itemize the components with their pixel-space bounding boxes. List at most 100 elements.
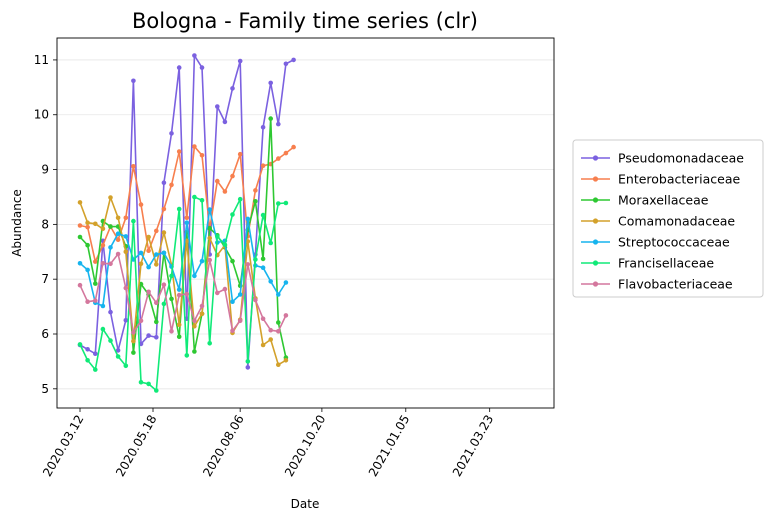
data-point [123, 215, 129, 221]
series-flavobacteriaceae [77, 251, 289, 335]
series-enterobacteriaceae [77, 144, 296, 264]
series-pseudomonadaceae [77, 53, 296, 370]
legend-item: Streptococcaceae [581, 235, 730, 250]
legend-item: Comamonadaceae [581, 214, 735, 229]
series-streptococcaceae [77, 207, 289, 309]
data-point [176, 334, 182, 340]
legend-label: Moraxellaceae [618, 193, 709, 208]
data-point [146, 289, 151, 295]
data-point [108, 195, 113, 200]
data-point [77, 223, 83, 228]
series-francisellaceae [77, 194, 289, 393]
data-point [222, 189, 228, 194]
data-point [222, 119, 228, 125]
data-point [283, 200, 289, 206]
data-point [184, 353, 190, 358]
x-axis-title: Date [291, 497, 320, 511]
data-point [283, 150, 289, 156]
data-point [77, 282, 83, 288]
data-point [146, 381, 151, 387]
data-point [199, 258, 205, 264]
data-point [93, 298, 98, 303]
legend: Pseudomonadaceae Enterobacteriaceae Moraxe… [572, 139, 764, 298]
data-point [77, 261, 83, 266]
data-point [207, 341, 212, 346]
data-point [115, 251, 121, 257]
data-point [192, 273, 197, 279]
legend-item: Pseudomonadaceae [581, 151, 744, 166]
data-point [207, 225, 212, 231]
legend-label: Enterobacteriaceae [618, 172, 740, 187]
x-tick-label: 2020.03.12 [40, 413, 86, 480]
data-point [115, 231, 121, 236]
data-point [123, 249, 129, 255]
data-point [199, 303, 205, 309]
data-point [237, 196, 243, 202]
data-point [199, 311, 205, 317]
data-point [291, 57, 296, 63]
data-point [131, 350, 136, 355]
x-tick-label: 2021.03.23 [450, 413, 496, 480]
data-point [253, 199, 258, 204]
data-point [100, 242, 106, 248]
data-point [161, 250, 167, 256]
data-point [230, 258, 235, 264]
y-axis-ticks: 5 6 7 8 9 10 11 [34, 53, 57, 396]
data-point [77, 342, 83, 347]
data-point [192, 318, 197, 324]
data-point [176, 65, 182, 70]
data-point [138, 250, 144, 256]
data-point [161, 282, 167, 288]
data-point [138, 202, 144, 207]
data-point [276, 329, 281, 334]
data-point [100, 326, 106, 332]
y-tick-label: 6 [41, 327, 49, 341]
data-point [215, 104, 220, 109]
data-point [260, 265, 266, 271]
data-point [176, 287, 182, 292]
data-point [131, 218, 136, 224]
data-point [245, 359, 251, 364]
data-point [207, 257, 212, 263]
data-point [123, 285, 129, 291]
data-point [138, 318, 144, 324]
legend-marker [592, 281, 599, 287]
data-point [138, 261, 144, 267]
legend-item: Flavobacteriaceae [581, 277, 733, 292]
data-point [276, 292, 281, 297]
data-point [108, 338, 113, 343]
data-point [237, 292, 243, 297]
y-tick-label: 10 [34, 108, 49, 122]
x-axis-ticks: 2020.03.12 2020.05.18 2020.08.06 2020.10.20… [40, 408, 496, 479]
legend-label: Comamonadaceae [618, 214, 735, 229]
data-point [237, 151, 243, 157]
data-point [138, 379, 144, 385]
x-tick-label: 2020.10.20 [282, 413, 328, 480]
data-point [260, 212, 266, 218]
data-point [77, 234, 83, 240]
data-point [176, 206, 182, 212]
data-point [93, 259, 98, 264]
data-point [176, 149, 182, 154]
data-point [85, 267, 90, 273]
data-point [146, 333, 151, 338]
data-point [253, 297, 258, 303]
data-point [108, 224, 113, 229]
data-point [146, 264, 151, 270]
data-point [192, 349, 197, 354]
data-point [192, 53, 197, 58]
data-point [131, 78, 136, 84]
x-tick-label: 2021.01.05 [366, 413, 412, 480]
data-point [108, 261, 113, 267]
data-point [268, 279, 274, 284]
data-point [176, 322, 182, 328]
data-point [230, 173, 235, 179]
data-point [161, 206, 167, 212]
legend-item: Enterobacteriaceae [581, 172, 740, 187]
data-point [253, 188, 258, 193]
legend-marker [592, 197, 599, 203]
data-point [260, 163, 266, 168]
data-point [230, 86, 235, 91]
data-point [230, 299, 235, 305]
